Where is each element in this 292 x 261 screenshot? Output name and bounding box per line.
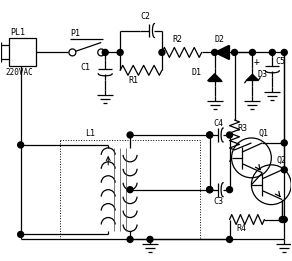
Circle shape	[127, 187, 133, 193]
Text: C1: C1	[80, 63, 90, 72]
Text: R4: R4	[237, 224, 246, 234]
Text: L1: L1	[85, 129, 95, 138]
Text: PL1: PL1	[11, 27, 26, 37]
Polygon shape	[215, 45, 229, 60]
Text: C3: C3	[214, 197, 224, 206]
Circle shape	[69, 49, 76, 56]
Circle shape	[207, 132, 213, 138]
Text: +: +	[253, 57, 259, 67]
Bar	[9, 38, 36, 66]
Circle shape	[227, 187, 232, 193]
Circle shape	[227, 132, 232, 138]
Text: R2: R2	[173, 35, 183, 44]
Circle shape	[227, 236, 232, 242]
Text: D3: D3	[258, 70, 267, 79]
Circle shape	[18, 232, 24, 238]
Text: P1: P1	[70, 29, 80, 38]
Text: D1: D1	[192, 68, 202, 77]
Text: 220VAC: 220VAC	[6, 68, 34, 77]
Circle shape	[102, 49, 108, 55]
Bar	[60, 140, 200, 239]
Circle shape	[127, 236, 133, 242]
Circle shape	[207, 187, 213, 193]
Circle shape	[281, 140, 287, 146]
Text: D2: D2	[215, 35, 225, 44]
Text: Q1: Q1	[258, 129, 268, 138]
Circle shape	[279, 217, 285, 223]
Circle shape	[147, 236, 153, 242]
Text: C5: C5	[275, 57, 285, 66]
Polygon shape	[246, 74, 258, 80]
Text: R3: R3	[237, 123, 248, 133]
Circle shape	[269, 49, 275, 55]
Circle shape	[159, 49, 165, 55]
Polygon shape	[208, 74, 222, 81]
Circle shape	[281, 217, 287, 223]
Text: R1: R1	[128, 76, 138, 85]
Circle shape	[232, 49, 237, 55]
Circle shape	[281, 49, 287, 55]
Circle shape	[281, 167, 287, 173]
Circle shape	[207, 132, 213, 138]
Text: C4: C4	[214, 119, 224, 128]
Text: Q2: Q2	[276, 156, 286, 165]
Circle shape	[212, 49, 218, 55]
Circle shape	[98, 49, 105, 56]
Circle shape	[117, 49, 123, 55]
Circle shape	[18, 142, 24, 148]
Circle shape	[207, 187, 213, 193]
Circle shape	[249, 49, 256, 55]
Circle shape	[127, 132, 133, 138]
Text: C2: C2	[140, 11, 150, 21]
